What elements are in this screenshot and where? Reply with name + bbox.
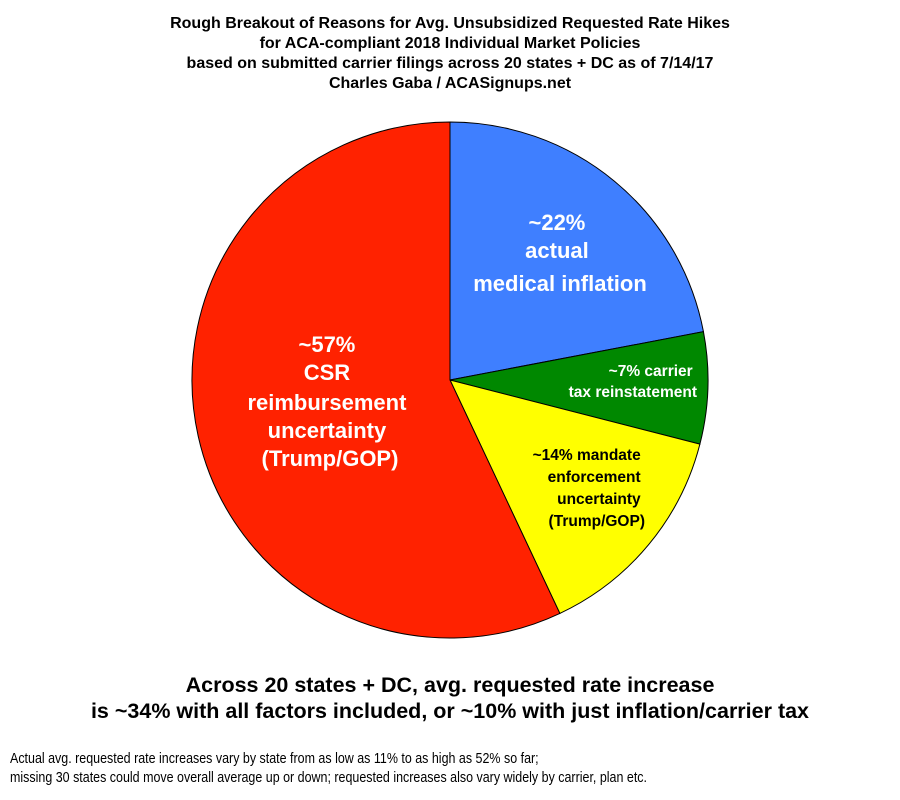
footnote-line: Actual avg. requested rate increases var… [10, 751, 539, 767]
title-line: Rough Breakout of Reasons for Avg. Unsub… [170, 15, 730, 32]
slice-label-csr: ~57% CSR reimbursement uncertainty (Trum… [247, 332, 412, 471]
slice-medical-inflation [449, 121, 705, 381]
slice-mandate [449, 379, 701, 615]
title-line: Charles Gaba / ACASignups.net [328, 75, 572, 92]
footnote: Actual avg. requested rate increases var… [10, 750, 870, 788]
chart-title: Rough Breakout of Reasons for Avg. Unsub… [0, 14, 900, 94]
footnote-line: missing 30 states could move overall ave… [10, 770, 647, 786]
summary-text: Across 20 states + DC, avg. requested ra… [0, 672, 900, 724]
summary-line: Across 20 states + DC, avg. requested ra… [185, 673, 715, 697]
slice-label-medical-inflation: ~22% actual medical inflation [473, 210, 647, 296]
title-line: based on submitted carrier filings acros… [186, 55, 714, 72]
slice-label-carrier-tax: ~7% carrier tax reinstatement [569, 363, 697, 401]
title-line: for ACA-compliant 2018 Individual Market… [259, 35, 641, 52]
slice-carrier-tax [449, 331, 709, 445]
slice-csr [191, 121, 561, 639]
summary-line: is ~34% with all factors included, or ~1… [90, 699, 810, 723]
slice-label-mandate: ~14% mandate enforcement uncertainty (Tr… [533, 447, 645, 530]
